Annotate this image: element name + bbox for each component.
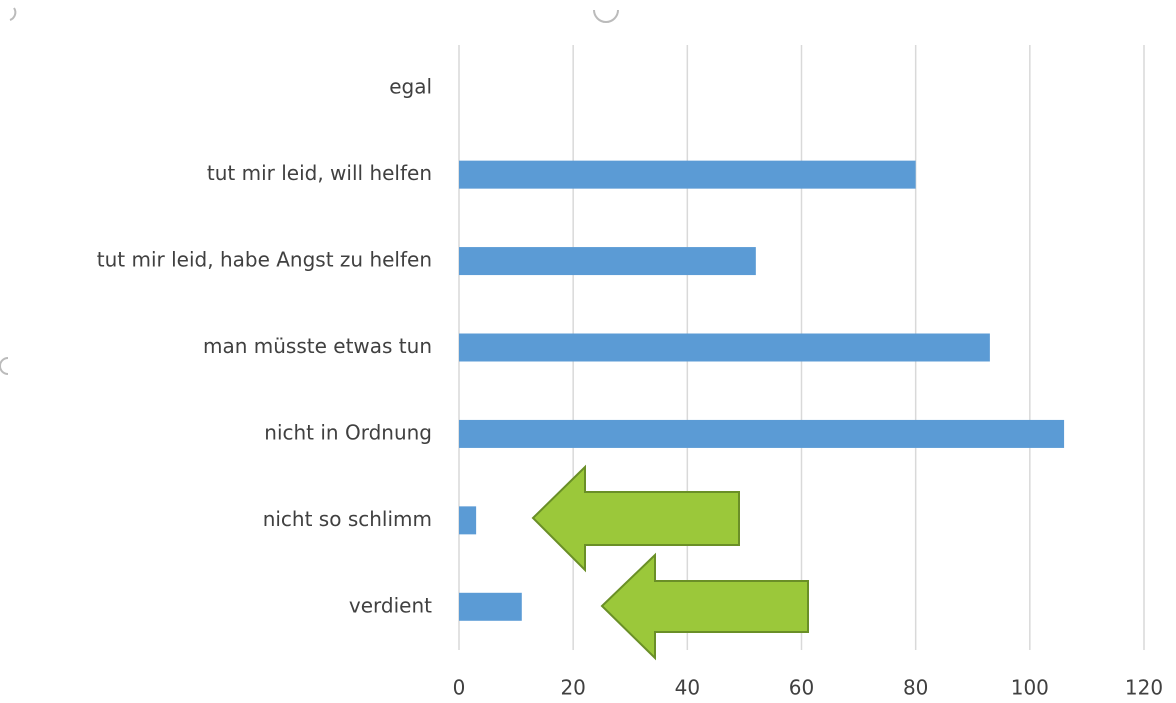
- y-tick-label: man müsste etwas tun: [203, 334, 432, 358]
- x-tick-label: 100: [1011, 676, 1049, 700]
- decoration: [0, 357, 9, 375]
- bar: [459, 506, 477, 535]
- bar: [459, 333, 990, 362]
- x-tick-label: 80: [903, 676, 928, 700]
- x-tick-label: 40: [675, 676, 700, 700]
- y-tick-label: tut mir leid, habe Angst zu helfen: [97, 248, 432, 272]
- arrows: [531, 464, 809, 661]
- x-tick-label: 120: [1125, 676, 1163, 700]
- arrow: [531, 464, 740, 573]
- x-tick-label: 20: [560, 676, 585, 700]
- y-tick-label: nicht so schlimm: [263, 507, 432, 531]
- y-tick-label: egal: [389, 75, 432, 99]
- bar: [459, 160, 916, 189]
- y-tick-label: tut mir leid, will helfen: [207, 161, 432, 185]
- bar: [459, 592, 522, 621]
- bar: [459, 247, 756, 276]
- plot-area: 0 20 40 60 80 100 120 egal tut mir leid, will he…: [97, 45, 1163, 700]
- decoration: [593, 9, 619, 23]
- decoration: [9, 7, 17, 21]
- bar: [459, 419, 1065, 448]
- y-tick-label: nicht in Ordnung: [264, 420, 432, 444]
- arrow: [600, 552, 809, 661]
- x-tick-label: 0: [453, 676, 466, 700]
- x-tick-label: 60: [789, 676, 814, 700]
- y-tick-label: verdient: [349, 593, 432, 617]
